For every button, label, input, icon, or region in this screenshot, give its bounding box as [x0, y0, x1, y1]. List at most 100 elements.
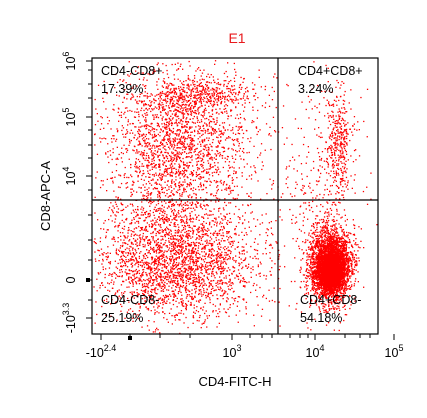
- event-dot: [187, 300, 190, 302]
- event-dot: [94, 212, 96, 214]
- event-dot: [127, 186, 129, 188]
- event-dot: [202, 124, 205, 127]
- event-dot: [181, 126, 183, 128]
- event-dot: [106, 116, 109, 118]
- event-dot: [155, 240, 157, 242]
- event-dot: [123, 265, 125, 267]
- event-dot: [144, 291, 147, 294]
- event-dot: [212, 175, 214, 177]
- event-dot: [214, 261, 216, 264]
- event-dot: [204, 245, 206, 247]
- event-dot: [148, 320, 150, 322]
- event-dot: [170, 119, 172, 122]
- event-dot: [208, 100, 211, 103]
- event-dot: [123, 255, 125, 257]
- event-dot: [270, 221, 272, 223]
- event-dot: [99, 186, 102, 189]
- event-dot: [217, 255, 220, 258]
- event-dot: [174, 271, 176, 274]
- event-dot: [237, 99, 239, 101]
- event-dot: [250, 196, 252, 199]
- event-dot: [199, 90, 201, 93]
- event-dot: [178, 167, 180, 169]
- event-dot: [155, 252, 158, 254]
- event-dot: [193, 94, 195, 97]
- event-dot: [178, 253, 180, 255]
- event-dot: [162, 108, 164, 110]
- event-dot: [142, 254, 144, 257]
- event-dot: [133, 255, 136, 257]
- event-dot: [232, 89, 234, 91]
- event-dot: [167, 196, 169, 198]
- event-dot: [250, 230, 252, 232]
- event-dot: [265, 253, 267, 255]
- event-dot: [144, 91, 146, 93]
- event-dot: [223, 277, 225, 279]
- event-dot: [203, 279, 205, 281]
- event-dot: [135, 227, 138, 229]
- event-dot: [243, 93, 245, 95]
- event-dot: [176, 271, 178, 274]
- event-dot: [188, 245, 191, 247]
- event-dot: [128, 301, 130, 303]
- event-dot: [212, 118, 214, 120]
- event-dot: [184, 174, 187, 176]
- event-dot: [139, 143, 142, 145]
- event-dot: [220, 179, 222, 182]
- event-dot: [233, 161, 235, 163]
- event-dot: [188, 277, 190, 279]
- event-dot: [227, 285, 229, 288]
- event-dot: [183, 188, 185, 190]
- event-dot: [157, 209, 159, 212]
- event-dot: [219, 243, 221, 246]
- event-dot: [191, 295, 193, 298]
- event-dot: [130, 243, 133, 245]
- event-dot: [120, 239, 122, 241]
- event-dot: [175, 245, 177, 247]
- event-dot: [117, 186, 120, 188]
- event-dot: [219, 223, 221, 225]
- event-dot: [127, 74, 129, 76]
- event-dot: [204, 302, 206, 304]
- event-dot: [121, 305, 123, 308]
- event-dot: [137, 206, 139, 208]
- event-dot: [134, 208, 137, 211]
- event-dot: [154, 206, 156, 208]
- event-dot: [142, 232, 144, 235]
- event-dot: [172, 237, 174, 239]
- event-dot: [230, 110, 232, 112]
- event-dot: [177, 252, 179, 254]
- event-dot: [162, 116, 164, 118]
- event-dot: [259, 154, 261, 156]
- event-dot: [209, 210, 211, 212]
- event-dot: [185, 304, 187, 306]
- event-dot: [176, 130, 178, 132]
- event-dot: [202, 116, 204, 118]
- event-dot: [196, 91, 198, 93]
- event-dot: [166, 169, 168, 172]
- event-dot: [159, 195, 161, 197]
- event-dot: [164, 261, 166, 263]
- event-dot: [107, 252, 109, 254]
- event-dot: [175, 262, 178, 264]
- event-dot: [131, 222, 133, 224]
- event-dot: [129, 282, 131, 284]
- event-dot: [242, 250, 244, 252]
- event-dot: [216, 98, 218, 100]
- event-dot: [134, 270, 136, 272]
- event-dot: [194, 94, 196, 96]
- event-dot: [204, 104, 206, 106]
- event-dot: [147, 292, 149, 294]
- event-dot: [168, 84, 170, 86]
- event-dot: [335, 230, 337, 232]
- event-dot: [209, 301, 211, 304]
- event-dot: [118, 249, 120, 251]
- event-dot: [135, 250, 137, 252]
- event-dot: [151, 153, 153, 155]
- event-dot: [212, 255, 214, 257]
- event-dot: [213, 290, 215, 292]
- event-dot: [178, 166, 180, 168]
- event-dot: [168, 93, 170, 95]
- event-dot: [181, 205, 183, 207]
- event-dot: [162, 130, 164, 132]
